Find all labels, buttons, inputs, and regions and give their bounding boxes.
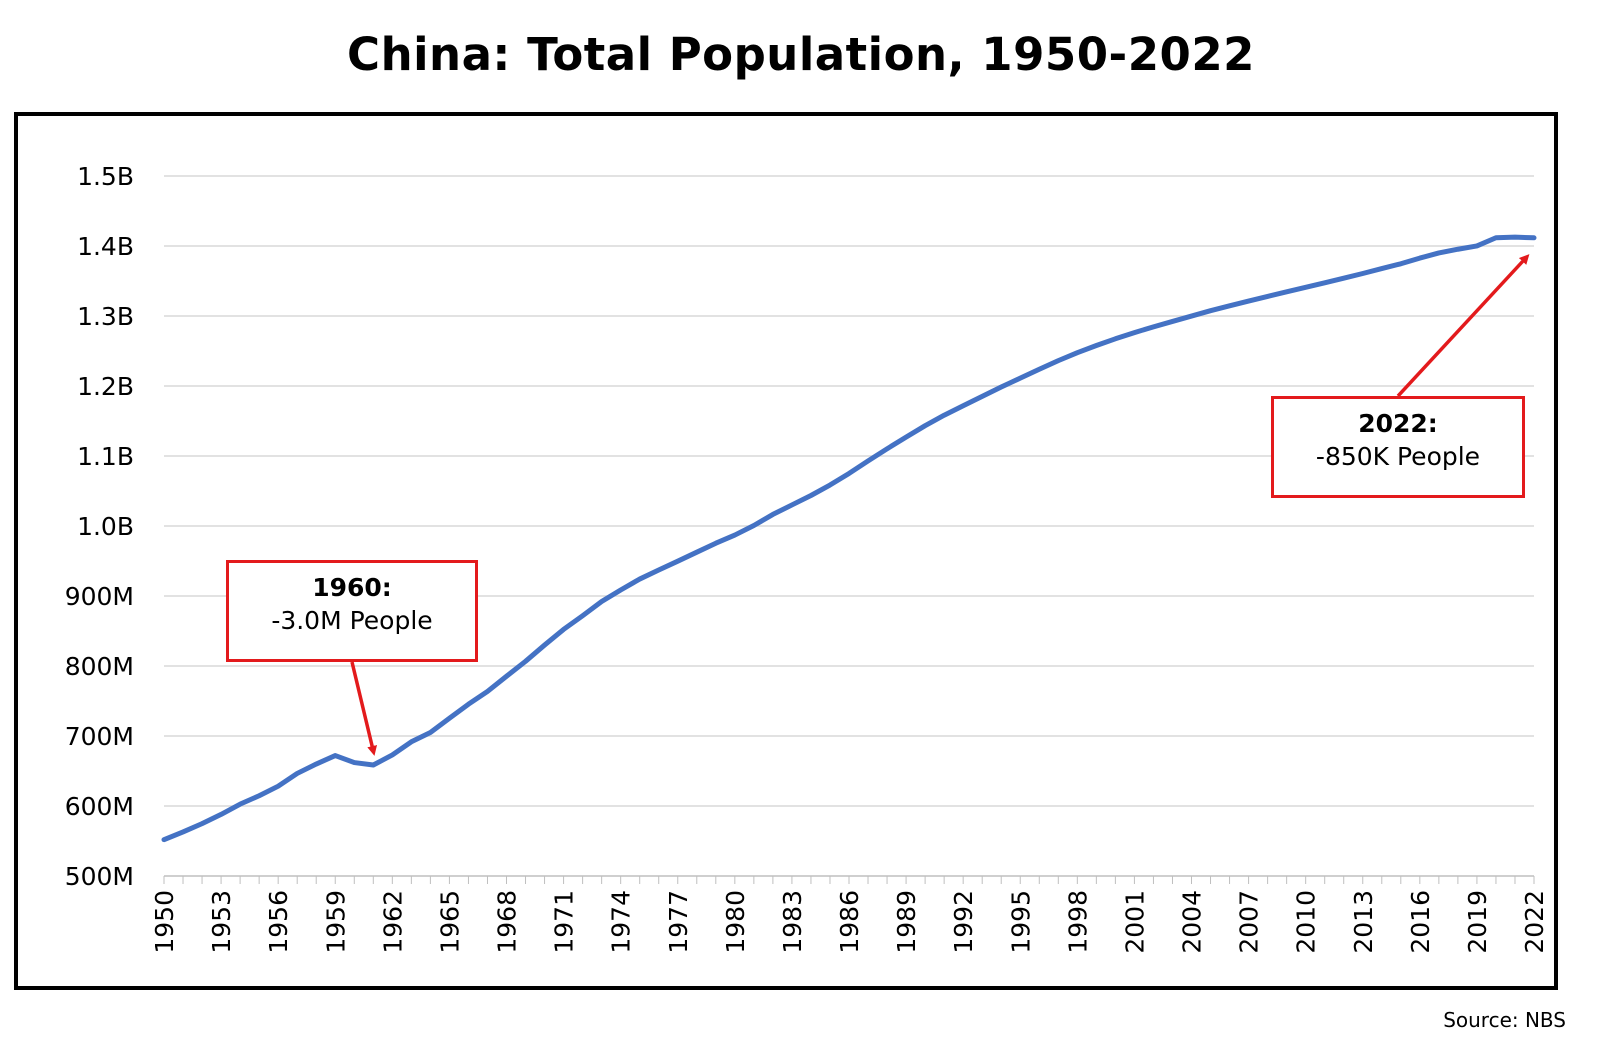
x-tick-label: 2001	[1120, 890, 1149, 954]
source-note: Source: NBS	[1443, 1008, 1566, 1032]
annotation-2022-text: -850K People	[1315, 442, 1481, 471]
x-tick-label: 1977	[664, 890, 693, 954]
x-tick-label: 2022	[1520, 890, 1549, 954]
x-tick-label: 1962	[378, 890, 407, 954]
x-tick-label: 2004	[1178, 890, 1207, 954]
y-tick-label: 1.0B	[77, 512, 134, 541]
x-tick-label: 1956	[264, 890, 293, 954]
annotation-2022-title: 2022:	[1358, 409, 1438, 438]
x-tick-label: 1986	[835, 890, 864, 954]
annotation-1960-title: 1960:	[312, 573, 392, 602]
annotation-1960-text: -3.0M People	[271, 606, 433, 635]
x-tick-label: 2019	[1463, 890, 1492, 954]
y-tick-label: 1.2B	[77, 372, 134, 401]
y-tick-label: 600M	[65, 792, 134, 821]
chart-frame	[14, 112, 1558, 990]
annotation-1960: 1960: -3.0M People	[226, 560, 478, 662]
y-tick-label: 700M	[65, 722, 134, 751]
population-line	[161, 234, 1537, 843]
x-tick-label: 1980	[721, 890, 750, 954]
x-tick-label: 1959	[321, 890, 350, 954]
y-tick-label: 500M	[65, 862, 134, 891]
x-tick-label: 2016	[1406, 890, 1435, 954]
y-tick-label: 1.3B	[77, 302, 134, 331]
x-axis: 1950 1953 1956 1959 1962 1965 1968 1971 1974 1977…	[150, 875, 1549, 954]
x-tick-label: 1950	[150, 890, 179, 954]
y-tick-label: 1.1B	[77, 442, 134, 471]
series-group	[161, 234, 1537, 843]
annotation-arrow-1960	[350, 661, 378, 756]
x-tick-label: 1992	[949, 890, 978, 954]
y-tick-label: 800M	[65, 652, 134, 681]
y-tick-label: 900M	[65, 582, 134, 611]
x-tick-label: 1995	[1006, 890, 1035, 954]
x-tick-label: 1983	[778, 890, 807, 954]
x-tick-label: 1965	[435, 890, 464, 954]
y-axis: 500M 600M 700M 800M 900M 1.0B 1.1B 1.2B 1.3B 1.4B…	[65, 162, 134, 891]
x-tick-label: 1971	[550, 890, 579, 954]
annotation-arrow-2022	[1396, 254, 1530, 398]
x-tick-label: 1989	[892, 890, 921, 954]
x-tick-label: 1974	[607, 890, 636, 954]
y-tick-label: 1.5B	[77, 162, 134, 191]
x-tick-label: 2010	[1292, 890, 1321, 954]
y-tick-label: 1.4B	[77, 232, 134, 261]
x-tick-label: 1998	[1063, 890, 1092, 954]
x-tick-label: 2013	[1349, 890, 1378, 954]
x-tick-label: 2007	[1235, 890, 1264, 954]
x-tick-label: 1968	[493, 890, 522, 954]
annotation-arrows	[350, 254, 1530, 756]
x-tick-label: 1953	[207, 890, 236, 954]
annotation-2022: 2022: -850K People	[1271, 396, 1525, 498]
chart-title: China: Total Population, 1950-2022	[347, 28, 1255, 81]
